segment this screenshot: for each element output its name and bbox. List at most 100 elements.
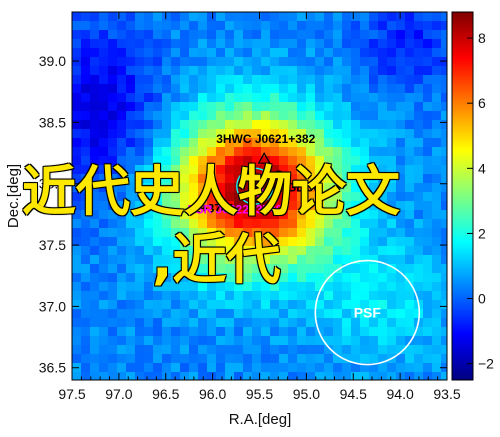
heatmap-cell <box>162 39 172 49</box>
heatmap-cell <box>144 12 154 22</box>
heatmap-cell <box>297 129 307 139</box>
heatmap-cell <box>207 273 217 283</box>
heatmap-cell <box>387 75 397 85</box>
heatmap-cell <box>360 84 370 94</box>
heatmap-cell <box>342 201 352 211</box>
heatmap-cell <box>99 30 109 40</box>
heatmap-cell <box>360 336 370 346</box>
heatmap-cell <box>153 183 163 193</box>
heatmap-cell <box>90 66 100 76</box>
x-tick-label: 94.0 <box>387 386 414 402</box>
heatmap-cell <box>108 165 118 175</box>
heatmap-cell <box>72 237 82 247</box>
heatmap-cell <box>432 21 442 31</box>
heatmap-cell <box>225 255 235 265</box>
heatmap-cell <box>423 165 433 175</box>
heatmap-cell <box>252 165 262 175</box>
heatmap-cell <box>360 291 370 301</box>
heatmap-cell <box>108 327 118 337</box>
heatmap-cell <box>135 174 145 184</box>
heatmap-cell <box>279 228 289 238</box>
heatmap-cell <box>171 354 181 364</box>
heatmap-cell <box>342 246 352 256</box>
heatmap-cell <box>144 30 154 40</box>
heatmap-cell <box>351 327 361 337</box>
heatmap-cell <box>252 138 262 148</box>
heatmap-cell <box>198 120 208 130</box>
heatmap-cell <box>315 129 325 139</box>
heatmap-cell <box>315 183 325 193</box>
heatmap-cell <box>135 210 145 220</box>
heatmap-cell <box>108 30 118 40</box>
heatmap-cell <box>99 84 109 94</box>
x-tick-label: 96.0 <box>199 386 226 402</box>
heatmap-cell <box>369 129 379 139</box>
heatmap-cell <box>387 138 397 148</box>
heatmap-cell <box>216 210 226 220</box>
heatmap-cell <box>234 30 244 40</box>
heatmap-cell <box>378 102 388 112</box>
heatmap-cell <box>189 273 199 283</box>
heatmap-cell <box>342 354 352 364</box>
heatmap-cell <box>405 318 415 328</box>
heatmap-cell <box>396 129 406 139</box>
heatmap-cell <box>261 309 271 319</box>
heatmap-cell <box>207 138 217 148</box>
heatmap-cell <box>225 246 235 256</box>
heatmap-cell <box>144 363 154 373</box>
heatmap-cell <box>117 39 127 49</box>
heatmap-cell <box>360 129 370 139</box>
heatmap-cell <box>225 291 235 301</box>
heatmap-cell <box>396 363 406 373</box>
heatmap-cell <box>333 66 343 76</box>
heatmap-cell <box>360 138 370 148</box>
heatmap-cell <box>315 75 325 85</box>
heatmap-cell <box>153 66 163 76</box>
heatmap-cell <box>153 111 163 121</box>
heatmap-cell <box>225 210 235 220</box>
heatmap-cell <box>288 300 298 310</box>
heatmap-cell <box>198 30 208 40</box>
heatmap-cell <box>306 111 316 121</box>
heatmap-cell <box>369 363 379 373</box>
heatmap-cell <box>225 147 235 157</box>
heatmap-cell <box>279 30 289 40</box>
heatmap-cell <box>144 255 154 265</box>
heatmap-cell <box>432 111 442 121</box>
heatmap-cell <box>243 327 253 337</box>
heatmap-cell <box>126 48 136 58</box>
heatmap-cell <box>396 219 406 229</box>
heatmap-cell <box>153 210 163 220</box>
heatmap-cell <box>414 336 424 346</box>
heatmap-cell <box>117 30 127 40</box>
heatmap-cell <box>126 210 136 220</box>
heatmap-cell <box>189 21 199 31</box>
heatmap-cell <box>108 39 118 49</box>
heatmap-cell <box>234 273 244 283</box>
heatmap-cell <box>108 183 118 193</box>
heatmap-cell <box>144 165 154 175</box>
heatmap-cell <box>342 264 352 274</box>
y-tick-label: 39.0 <box>39 53 66 69</box>
heatmap-cell <box>72 147 82 157</box>
heatmap-cell <box>171 264 181 274</box>
heatmap-cell <box>405 237 415 247</box>
heatmap-cell <box>405 30 415 40</box>
heatmap-cell <box>414 372 424 380</box>
heatmap-cell <box>351 255 361 265</box>
heatmap-cell <box>396 66 406 76</box>
heatmap-cell <box>261 66 271 76</box>
heatmap-cell <box>297 246 307 256</box>
heatmap-cell <box>378 237 388 247</box>
heatmap-cell <box>333 210 343 220</box>
heatmap-cell <box>81 183 91 193</box>
heatmap-cell <box>90 192 100 202</box>
heatmap-cell <box>423 39 433 49</box>
heatmap-cell <box>162 210 172 220</box>
heatmap-cell <box>441 165 447 175</box>
heatmap-cell <box>261 102 271 112</box>
heatmap-cell <box>234 255 244 265</box>
heatmap-cell <box>117 165 127 175</box>
heatmap-cell <box>297 372 307 380</box>
heatmap-cell <box>369 84 379 94</box>
